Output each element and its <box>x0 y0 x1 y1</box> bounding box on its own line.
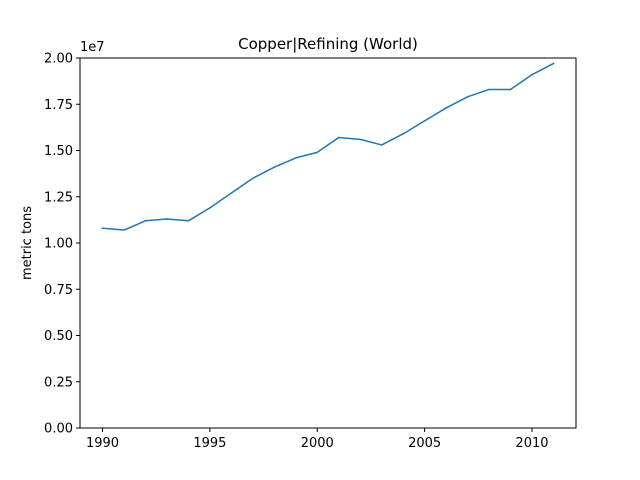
data-point <box>144 220 147 222</box>
series-line <box>101 62 555 231</box>
data-point <box>488 88 490 91</box>
x-tick-label: 1995 <box>193 436 226 451</box>
x-axis: 1990 1995 2000 2005 2010 <box>86 428 549 451</box>
y-tick-label: 0.75 <box>44 283 73 298</box>
data-point <box>209 207 211 209</box>
y-axis: 0.00 0.25 0.50 0.75 1.00 1.25 1.50 1.75 2.00 <box>44 52 80 437</box>
y-tick-label: 2.00 <box>44 52 73 67</box>
data-point <box>187 220 190 222</box>
y-tick-label: 1.00 <box>44 237 73 252</box>
data-point <box>337 136 340 139</box>
data-point <box>230 192 233 194</box>
y-tick-label: 0.00 <box>44 422 73 437</box>
y-tick-label: 1.50 <box>44 144 73 159</box>
data-point <box>273 166 276 168</box>
data-point <box>402 133 404 135</box>
data-point <box>316 151 319 154</box>
data-point <box>552 62 555 65</box>
x-tick-label: 2010 <box>515 436 548 451</box>
data-point <box>531 73 533 76</box>
data-point <box>423 120 426 122</box>
plot-area <box>80 58 576 428</box>
data-point <box>101 227 104 229</box>
y-tick-label: 1.25 <box>44 190 73 205</box>
chart-title: Copper|Refining (World) <box>238 35 418 53</box>
y-tick-label: 0.25 <box>44 375 73 390</box>
y-axis-offset-label: 1e7 <box>80 40 105 55</box>
y-tick-label: 1.75 <box>44 98 73 113</box>
data-point <box>445 107 447 109</box>
x-tick-label: 1990 <box>86 436 119 451</box>
data-point <box>359 138 361 141</box>
y-tick-label: 0.50 <box>44 329 73 344</box>
data-point <box>466 96 469 98</box>
x-tick-label: 2005 <box>408 436 441 451</box>
data-point <box>252 177 254 179</box>
data-point <box>123 229 125 231</box>
x-tick-label: 2000 <box>301 436 334 451</box>
data-point <box>380 144 383 146</box>
data-point <box>509 88 512 91</box>
series-layer <box>101 62 555 231</box>
data-point <box>295 157 297 159</box>
data-point <box>166 218 168 220</box>
y-axis-label: metric tons <box>20 206 35 280</box>
